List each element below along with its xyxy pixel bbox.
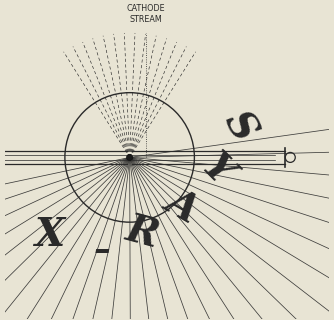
Text: R: R (122, 210, 163, 255)
Text: Y: Y (194, 147, 240, 193)
Text: CATHODE
STREAM: CATHODE STREAM (127, 4, 165, 24)
Text: –: – (94, 234, 111, 267)
Text: A: A (159, 181, 204, 229)
Text: X: X (34, 216, 64, 254)
Text: S: S (216, 105, 263, 148)
Circle shape (127, 154, 133, 161)
